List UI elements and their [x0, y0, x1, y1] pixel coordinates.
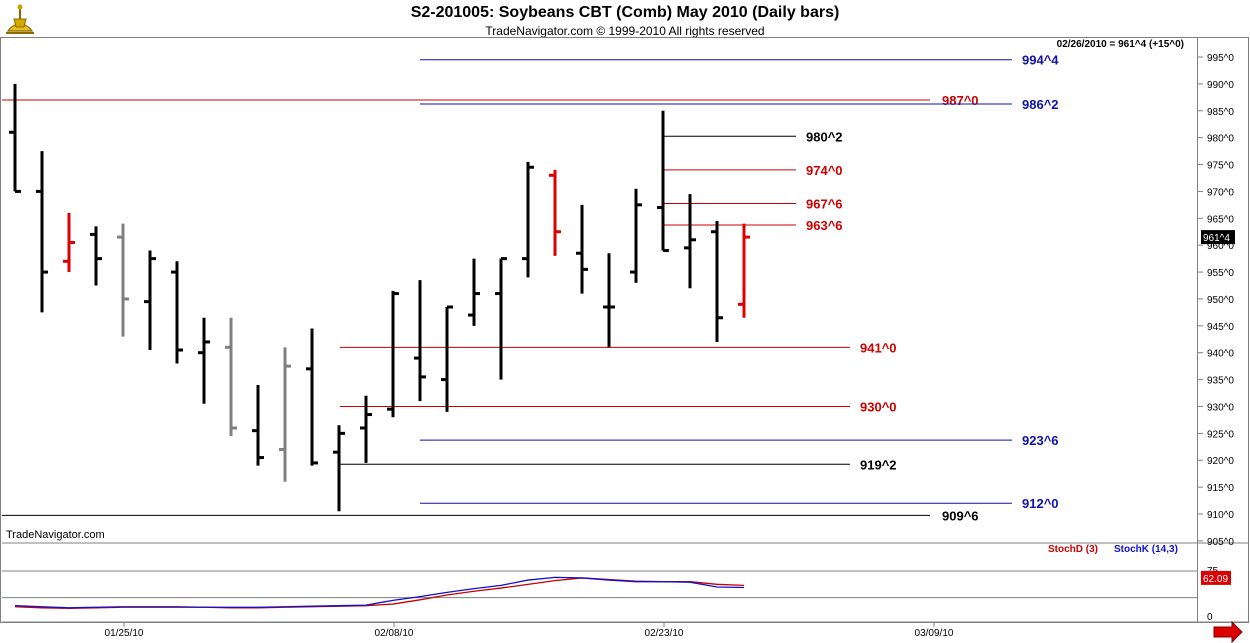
price-tick-label: 960^0 — [1207, 241, 1234, 252]
price-tick-label: 995^0 — [1207, 53, 1234, 64]
price-tick-label: 965^0 — [1207, 214, 1234, 225]
price-tick-label: 915^0 — [1207, 483, 1234, 494]
level-label: 923^6 — [1022, 433, 1059, 448]
last-quote-status: 02/26/2010 = 961^4 (+15^0) — [1056, 39, 1184, 50]
price-tick-label: 905^0 — [1207, 537, 1234, 548]
current-price-tag — [1201, 230, 1235, 245]
level-label: 980^2 — [806, 129, 843, 144]
sextant-logo-icon — [6, 4, 34, 34]
price-tick-label: 930^0 — [1207, 402, 1234, 413]
price-tick-label: 970^0 — [1207, 187, 1234, 198]
time-tick-label: 03/09/10 — [915, 628, 954, 639]
copyright-subtitle: TradeNavigator.com © 1999-2010 All right… — [485, 24, 765, 38]
price-tick-label: 940^0 — [1207, 349, 1234, 360]
price-tick-label: 925^0 — [1207, 429, 1234, 440]
stoch-value-tag — [1201, 570, 1231, 585]
time-tick-label: 01/25/10 — [105, 628, 144, 639]
level-label: 994^4 — [1022, 53, 1059, 68]
level-label: 909^6 — [942, 508, 979, 523]
scroll-right-arrow-icon[interactable] — [1213, 620, 1243, 643]
current-price-label: 961^4 — [1203, 233, 1230, 244]
stoch-value-label: 62.09 — [1203, 574, 1228, 585]
price-tick-label: 950^0 — [1207, 295, 1234, 306]
price-tick-label: 980^0 — [1207, 134, 1234, 145]
level-label: 941^0 — [860, 340, 897, 355]
level-label: 986^2 — [1022, 97, 1059, 112]
level-label: 919^2 — [860, 457, 897, 472]
stochk-legend: StochK (14,3) — [1114, 544, 1178, 555]
level-label: 912^0 — [1022, 496, 1059, 511]
price-tick-label: 945^0 — [1207, 322, 1234, 333]
stoch-tick-0: 0 — [1207, 612, 1213, 623]
stochk-line — [14, 576, 745, 609]
chart-title: S2-201005: Soybeans CBT (Comb) May 2010 … — [410, 4, 840, 21]
level-label: 974^0 — [806, 163, 843, 178]
chart-frame — [0, 37, 1249, 623]
stochd-line — [14, 577, 745, 609]
stochd-legend: StochD (3) — [1048, 544, 1098, 555]
price-tick-label: 910^0 — [1207, 510, 1234, 521]
price-tick-label: 935^0 — [1207, 376, 1234, 387]
price-tick-label: 920^0 — [1207, 456, 1234, 467]
level-label: 930^0 — [860, 399, 897, 414]
price-tick-label: 990^0 — [1207, 80, 1234, 91]
time-tick-label: 02/08/10 — [375, 628, 414, 639]
price-tick-label: 955^0 — [1207, 268, 1234, 279]
level-label: 987^0 — [942, 93, 979, 108]
price-tick-label: 985^0 — [1207, 107, 1234, 118]
time-tick-label: 02/23/10 — [645, 628, 684, 639]
level-label: 963^6 — [806, 218, 843, 233]
level-label: 967^6 — [806, 197, 843, 212]
brand-label: TradeNavigator.com — [6, 529, 105, 541]
price-tick-label: 975^0 — [1207, 161, 1234, 172]
